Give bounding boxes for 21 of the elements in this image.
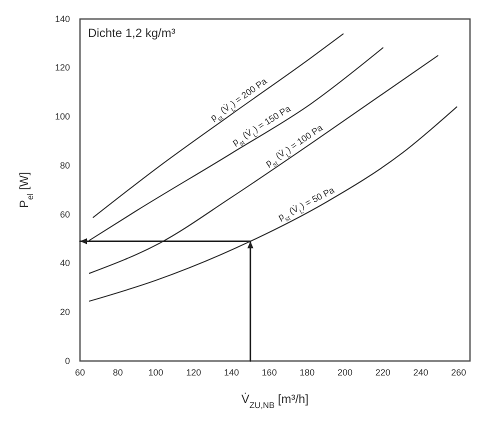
y-tick-label: 40 — [60, 258, 70, 268]
x-tick-label: 180 — [300, 367, 315, 378]
y-tick-label: 60 — [60, 209, 70, 220]
x-tick-label: 220 — [375, 367, 390, 378]
x-tick-label: 160 — [262, 367, 277, 378]
x-tick-label: 140 — [224, 367, 239, 378]
x-tick-label: 200 — [338, 367, 353, 378]
y-tick-label: 140 — [54, 14, 70, 24]
y-tick-label: 0 — [64, 356, 70, 366]
x-tick-label: 240 — [413, 367, 428, 378]
x-axis-title: V̇$_{ZU,NB}$ [m³/h] — [241, 392, 309, 410]
x-tick-label: 80 — [112, 367, 123, 378]
x-tick-label: 100 — [148, 367, 164, 378]
y-tick-label: 80 — [60, 160, 70, 170]
x-tick-label: 60 — [74, 367, 86, 378]
y-tick-label: 100 — [54, 112, 70, 122]
x-tick-label: 260 — [451, 367, 466, 378]
annotation: Dichte 1,2 kg/m³ — [88, 26, 176, 40]
y-tick-label: 20 — [60, 307, 70, 318]
y-tick-label: 120 — [54, 62, 70, 73]
x-tick-label: 120 — [186, 367, 202, 378]
